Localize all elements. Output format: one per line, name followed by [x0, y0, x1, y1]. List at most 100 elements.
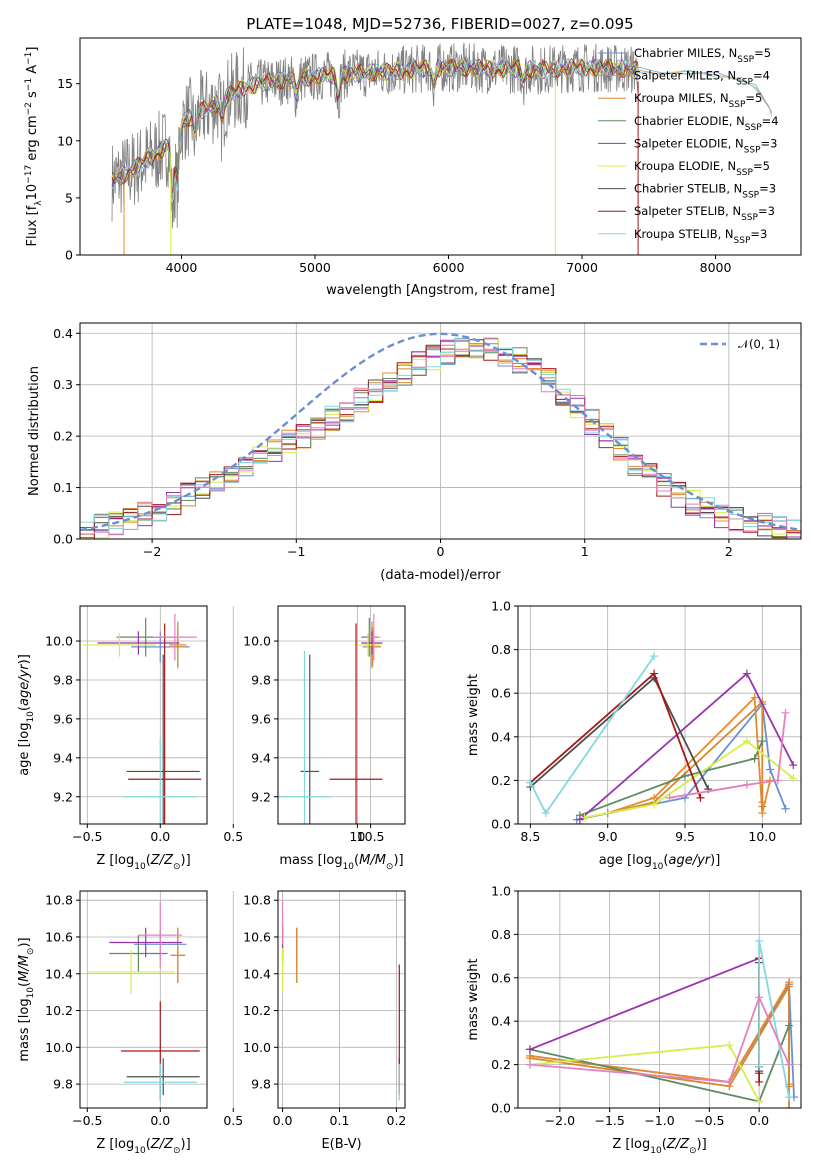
- weight-marker: [650, 669, 659, 678]
- weight-marker: [525, 1060, 534, 1069]
- x-tick-label: −2.0: [545, 1113, 575, 1128]
- y-tick-label: 0.2: [491, 773, 511, 788]
- x-tick-label: 0.0: [150, 1113, 170, 1128]
- weight-marker: [742, 737, 751, 746]
- x-tick-label: 0.0: [150, 829, 170, 844]
- y-tick-label: 0.8: [491, 927, 511, 942]
- x-axis-label: age [log10(age/yr)]: [599, 853, 721, 872]
- legend-entry: Salpeter MILES, NSSP=4: [634, 69, 770, 88]
- panel-age-vs-Z: −0.5 0.0 0.5 9.2 9.4 9.6 9.8 10.0 Z [log10(Z/Z⊙)…: [17, 605, 243, 872]
- y-tick-label: 0.2: [491, 1057, 511, 1072]
- y-tick-label: 0.3: [53, 377, 73, 392]
- x-tick-label: 8000: [700, 260, 732, 275]
- errorbar-plot-area: [278, 613, 383, 824]
- y-axis-label: mass weight: [466, 674, 481, 756]
- weight-plot-area: [525, 936, 799, 1108]
- weight-marker: [755, 936, 764, 945]
- weight-marker: [580, 813, 589, 822]
- y-tick-label: 9.4: [53, 750, 73, 765]
- weight-marker: [785, 1021, 794, 1030]
- axes-frame: [79, 37, 802, 256]
- x-tick-label: 9.0: [598, 829, 618, 844]
- weight-marker: [755, 1097, 764, 1106]
- weight-marker: [785, 1060, 794, 1069]
- y-tick-label: 0.8: [491, 642, 511, 657]
- y-tick-label: 1.0: [491, 599, 511, 614]
- errorbar-plot-area: [87, 902, 200, 1101]
- x-tick-label: −0.5: [72, 1113, 102, 1128]
- weight-marker: [789, 774, 798, 783]
- y-tick-label: 10.0: [45, 1040, 73, 1055]
- axes-frame: [517, 890, 802, 1109]
- y-axis-label: mass [log10(M/M⊙)]: [17, 937, 36, 1061]
- panel-mass-weight-vs-Z: −2.0 −1.5 −1.0 −0.5 0.0 0.0 0.2 0.4 0.6 0.8 1.0 Z […: [466, 884, 802, 1156]
- data-spectrum-line: [111, 42, 639, 229]
- weight-marker: [650, 800, 659, 809]
- legend-entry: Kroupa MILES, NSSP=5: [634, 91, 762, 110]
- weight-marker: [785, 1093, 794, 1102]
- legend-entry: Chabrier MILES, NSSP=5: [634, 46, 771, 65]
- y-tick-label: 9.8: [251, 672, 271, 687]
- x-tick-label: 0.5: [223, 829, 243, 844]
- axes-frame: [79, 605, 208, 825]
- model-spectrum-line: [111, 57, 639, 191]
- x-tick-label: 8.5: [520, 829, 540, 844]
- y-axis-label: Flux [fλ10−17 erg cm−2 s−1 A−1]: [24, 47, 44, 247]
- y-tick-label: 9.2: [53, 789, 73, 804]
- y-tick-label: 10.2: [243, 1003, 271, 1018]
- panel-mass-vs-EBV: 0.0 0.1 0.2 9.8 10.0 10.2 10.4 10.6 10.8 E(B-V): [243, 890, 406, 1152]
- x-axis-label: (data-model)/error: [380, 568, 501, 583]
- weight-marker: [525, 1045, 534, 1054]
- x-tick-label: 4000: [166, 260, 198, 275]
- y-tick-label: 0.1: [53, 480, 73, 495]
- axes-frame: [517, 605, 802, 825]
- panel-residual-histogram: −2 −1 0 1 2 0.0 0.1 0.2 0.3 0.4 (data-model)/error…: [27, 322, 802, 583]
- y-axis-label: mass weight: [466, 958, 481, 1040]
- y-tick-label: 9.6: [251, 711, 271, 726]
- x-axis-label: mass [log10(M/M⊙)]: [279, 853, 403, 872]
- weight-marker: [789, 761, 798, 770]
- weight-marker: [681, 772, 690, 781]
- weight-marker: [665, 793, 674, 802]
- legend-entry: Salpeter STELIB, NSSP=3: [634, 204, 775, 223]
- x-tick-label: −0.5: [72, 829, 102, 844]
- weight-series-line: [529, 994, 790, 1083]
- weight-marker: [781, 804, 790, 813]
- weight-marker: [725, 1077, 734, 1086]
- legend-entry: Chabrier ELODIE, NSSP=4: [634, 114, 779, 133]
- y-tick-label: 0.6: [491, 686, 511, 701]
- y-tick-label: 0.6: [491, 970, 511, 985]
- x-tick-label: 7000: [566, 260, 598, 275]
- x-tick-label: 0.5: [223, 1113, 243, 1128]
- axes-frame: [79, 890, 208, 1109]
- y-axis-label: Normed distribution: [27, 366, 42, 496]
- weight-series-line: [669, 712, 787, 799]
- weight-marker: [755, 993, 764, 1002]
- y-tick-label: 10.8: [45, 893, 73, 908]
- panel-mass-vs-Z: −0.5 0.0 0.5 9.8 10.0 10.2 10.4 10.6 10.8 Z [log1…: [17, 890, 243, 1156]
- x-tick-label: 1: [581, 544, 589, 559]
- y-tick-label: 10: [57, 133, 73, 148]
- y-tick-label: 10.0: [243, 634, 271, 649]
- weight-marker: [758, 798, 767, 807]
- weight-marker: [750, 754, 759, 763]
- y-tick-label: 10.4: [243, 966, 271, 981]
- y-tick-label: 10.2: [45, 1003, 73, 1018]
- axes-frame: [277, 605, 406, 825]
- x-tick-label: 10: [349, 829, 365, 844]
- y-tick-label: 0.4: [491, 729, 511, 744]
- x-tick-label: 0: [437, 544, 445, 559]
- model-spectrum-line: [111, 58, 639, 198]
- y-tick-label: 9.8: [53, 1077, 73, 1092]
- weight-marker: [766, 765, 775, 774]
- weight-marker: [785, 1104, 794, 1108]
- weight-marker: [755, 1077, 764, 1086]
- legend-entry: 𝒩(0, 1): [738, 337, 780, 351]
- x-axis-label: Z [log10(Z/Z⊙)]: [612, 1137, 706, 1156]
- x-tick-label: −1.5: [594, 1113, 624, 1128]
- x-tick-label: 6000: [433, 260, 465, 275]
- errorbar-plot-area: [281, 900, 400, 1101]
- histogram-step: [80, 339, 801, 539]
- x-axis-label: Z [log10(Z/Z⊙)]: [96, 1137, 190, 1156]
